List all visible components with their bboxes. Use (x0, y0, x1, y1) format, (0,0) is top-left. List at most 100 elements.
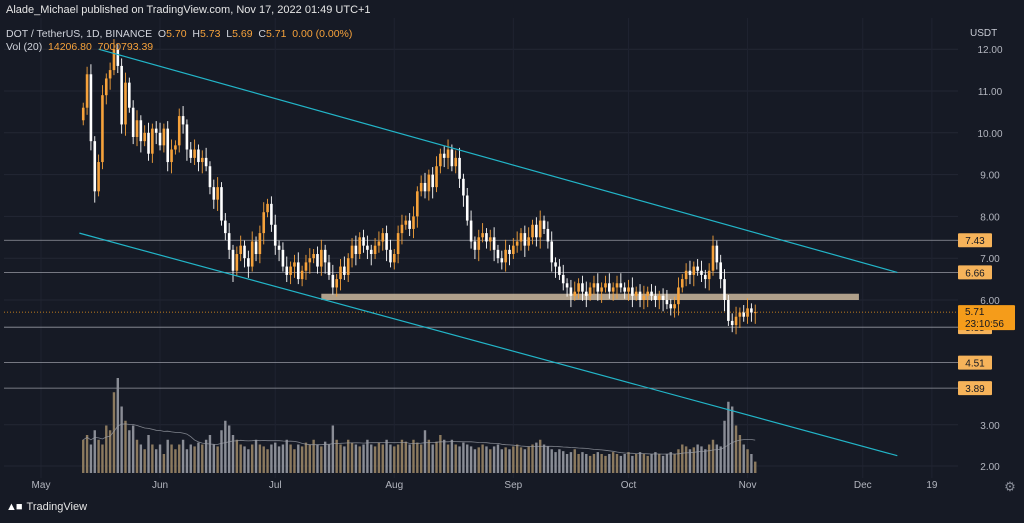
close-label: C (258, 28, 266, 40)
volume-bar (131, 425, 135, 473)
volume-bar (650, 454, 653, 473)
volume-bar (619, 455, 623, 473)
volume-bar (201, 444, 204, 473)
volume-bar (684, 446, 688, 473)
candle-body (542, 220, 546, 229)
volume-bar (101, 444, 104, 473)
candle-body (638, 291, 642, 300)
volume-bar (569, 452, 573, 473)
candle-body (458, 157, 461, 179)
volume-bar (204, 439, 208, 473)
candle-body (531, 224, 534, 238)
volume-bar (93, 430, 96, 473)
candle-body (335, 279, 338, 288)
gear-icon[interactable]: ⚙ (1004, 479, 1016, 494)
volume-bar (492, 446, 496, 473)
candle-body (423, 182, 427, 192)
candle-body (665, 300, 669, 305)
volume-bar (254, 439, 258, 473)
candle-body (454, 157, 458, 167)
volume-bar (304, 442, 308, 473)
volume-bar (546, 446, 550, 473)
candle-body (696, 266, 699, 271)
candle-body (312, 254, 315, 259)
volume-bar (450, 439, 454, 473)
tradingview-brand: TradingView (26, 501, 88, 513)
candle-body (104, 78, 108, 96)
volume-bar (738, 435, 742, 473)
volume-bar (316, 444, 319, 473)
candle-body (561, 274, 565, 284)
volume-bar (170, 444, 173, 473)
candle-body (500, 258, 504, 263)
volume-bar (300, 446, 304, 473)
time-tick-label: Jul (269, 480, 282, 491)
candle-body (181, 116, 185, 125)
candle-body (619, 283, 623, 288)
volume-bar (239, 444, 242, 473)
volume-bar (431, 444, 434, 473)
volume-bar (673, 454, 676, 473)
volume-bar (573, 449, 576, 473)
candle-body (216, 187, 219, 200)
volume-bar (366, 439, 369, 473)
volume-bar (581, 452, 584, 473)
volume-bar (362, 444, 365, 473)
candle-body (412, 216, 415, 229)
candle-body (750, 308, 753, 313)
candle-body (231, 249, 235, 271)
price-tick-label: 11.00 (978, 87, 1003, 98)
candle-body (212, 187, 216, 200)
volume-bar (677, 449, 680, 473)
candle-body (281, 249, 285, 267)
volume-bar (562, 451, 565, 473)
candle-body (227, 233, 231, 250)
volume-bar (604, 455, 607, 473)
candle-body (339, 266, 342, 280)
candle-body (97, 162, 100, 192)
volume-bar (212, 444, 215, 473)
level-tag-label: 6.66 (965, 268, 985, 279)
candle-body (362, 237, 365, 246)
candle-body (742, 312, 746, 317)
candle-body (565, 283, 569, 288)
candle-body (235, 254, 239, 271)
volume-bar (266, 449, 269, 473)
time-tick-label: Oct (621, 480, 637, 491)
volume-bar (646, 455, 649, 473)
volume-bar (358, 446, 361, 473)
candle-body (81, 107, 85, 121)
candle-body (116, 49, 120, 66)
volume-bar (535, 442, 538, 473)
volume-bar (412, 439, 415, 473)
volume-bar (400, 439, 404, 473)
candle-body (258, 233, 262, 255)
volume-bar (162, 454, 166, 473)
volume-bar (323, 441, 327, 473)
candle-body (477, 237, 481, 250)
volume-bar (469, 446, 473, 473)
level-tag (958, 233, 992, 248)
candle-body (615, 283, 619, 288)
price-tick-label: 10.00 (977, 129, 1002, 140)
volume-bar (247, 449, 250, 473)
candle-body (296, 262, 300, 280)
price-tick-label: 9.00 (980, 171, 1000, 182)
volume-bar (608, 454, 611, 473)
volume-bar (235, 439, 239, 473)
candle-body (112, 49, 116, 71)
candle-body (657, 295, 661, 300)
candle-body (327, 262, 331, 275)
price-tick-label: 2.00 (980, 462, 1000, 473)
tradingview-logo[interactable]: ▲■ TradingView (6, 501, 87, 513)
candle-body (734, 316, 738, 326)
candle-body (124, 82, 127, 125)
candle-body (277, 245, 281, 250)
candle-body (135, 120, 139, 137)
candle-body (177, 116, 181, 146)
volume-bar (224, 420, 227, 473)
volume-bar (458, 446, 461, 473)
volume-bar (723, 420, 726, 473)
candle-body (439, 153, 442, 167)
